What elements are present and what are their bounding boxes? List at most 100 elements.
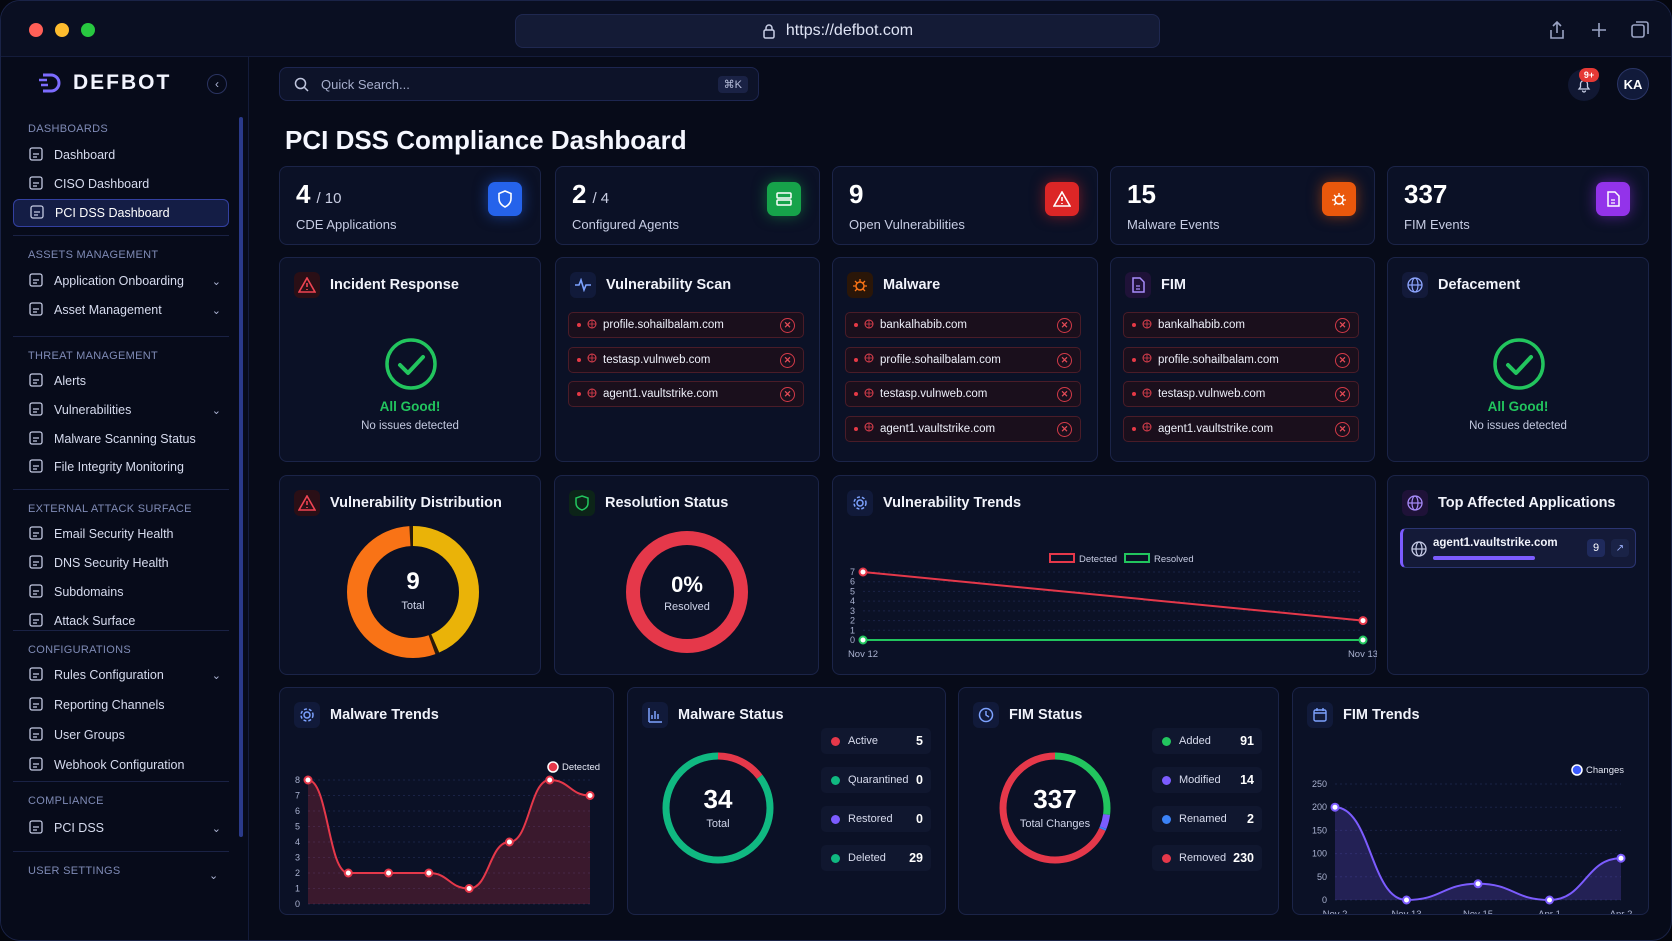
domain-row[interactable]: testasp.vulnweb.com ✕: [845, 381, 1081, 407]
chevron-down-icon[interactable]: ⌄: [211, 275, 221, 288]
domain-row[interactable]: testasp.vulnweb.com ✕: [568, 346, 804, 373]
data-point[interactable]: [504, 837, 514, 847]
status-subtext: No issues detected: [1469, 420, 1567, 432]
domain-row[interactable]: profile.sohailbalam.com ✕: [568, 312, 804, 338]
close-icon[interactable]: ✕: [1335, 387, 1350, 402]
card-title: Malware: [883, 277, 941, 293]
stat-card[interactable]: 2 / 4 Configured Agents: [555, 166, 820, 245]
data-point[interactable]: [384, 868, 394, 878]
data-point[interactable]: [1473, 879, 1483, 889]
sidebar-item-webhook-configuration[interactable]: Webhook Configuration: [13, 751, 229, 779]
domain-row[interactable]: testasp.vulnweb.com ✕: [1123, 381, 1359, 407]
warning-icon: [1045, 182, 1079, 216]
affected-app-row[interactable]: agent1.vaultstrike.com 9 ↗: [1400, 528, 1636, 568]
stat-card[interactable]: 9 Open Vulnerabilities: [832, 166, 1098, 245]
data-point[interactable]: [585, 791, 595, 800]
sidebar-item-attack-surface[interactable]: Attack Surface: [13, 607, 229, 635]
data-point[interactable]: [1402, 895, 1411, 905]
sidebar-item-pci-dss-dashboard[interactable]: PCI DSS Dashboard: [13, 199, 229, 227]
data-point[interactable]: [424, 868, 434, 878]
domain-row[interactable]: profile.sohailbalam.com ✕: [845, 346, 1081, 373]
domain-row[interactable]: agent1.vaultstrike.com ✕: [568, 381, 804, 407]
sidebar-item-application-onboarding[interactable]: Application Onboarding ⌄: [13, 267, 229, 295]
close-icon[interactable]: ✕: [1057, 421, 1072, 437]
domain-row[interactable]: agent1.vaultstrike.com ✕: [1123, 415, 1359, 442]
legend-label: Quarantined: [848, 774, 909, 786]
domain-row[interactable]: agent1.vaultstrike.com ✕: [845, 415, 1081, 442]
users-icon: [28, 726, 44, 745]
sidebar-item-alerts[interactable]: Alerts: [13, 367, 229, 395]
url-text: https://defbot.com: [785, 22, 914, 39]
tabs-overview-icon[interactable]: [1629, 19, 1651, 41]
data-point[interactable]: [1545, 895, 1554, 905]
sidebar-collapse-button[interactable]: ‹: [207, 74, 227, 94]
minimize-window-button[interactable]: [55, 23, 69, 37]
sidebar-item-ciso-dashboard[interactable]: CISO Dashboard: [13, 170, 229, 198]
sidebar-item-vulnerabilities[interactable]: Vulnerabilities ⌄: [13, 396, 229, 424]
malware-trends-card: Malware Trends 0 1 2 3 4 5 6 7 8 Nov 2 Nov 4 Nov 5 N…: [279, 687, 614, 915]
data-point[interactable]: [1358, 616, 1368, 626]
sidebar-item-subdomains[interactable]: Subdomains: [13, 578, 229, 606]
sidebar-item-rules-configuration[interactable]: Rules Configuration ⌄: [13, 661, 229, 689]
close-icon[interactable]: ✕: [780, 387, 795, 402]
data-point[interactable]: [1358, 635, 1368, 645]
chevron-down-icon[interactable]: ⌄: [211, 669, 221, 682]
new-tab-icon[interactable]: [1588, 19, 1610, 41]
sidebar-item-email-security-health[interactable]: Email Security Health: [13, 520, 229, 548]
domain-row[interactable]: profile.sohailbalam.com ✕: [1123, 346, 1359, 373]
chevron-down-icon[interactable]: ⌄: [211, 822, 221, 835]
status-dot: [854, 357, 858, 362]
data-point[interactable]: [1330, 802, 1340, 812]
data-point[interactable]: [464, 884, 474, 893]
stat-card[interactable]: 15 Malware Events: [1110, 166, 1375, 245]
data-point[interactable]: [858, 635, 868, 645]
close-window-button[interactable]: [29, 23, 43, 37]
x-tick-label: Nov 5: [376, 913, 401, 914]
external-link-icon[interactable]: ↗: [1611, 539, 1629, 557]
sidebar-item-dashboard[interactable]: Dashboard: [13, 141, 229, 169]
search-icon: [294, 77, 309, 92]
data-point[interactable]: [858, 567, 868, 577]
card-title: Incident Response: [330, 277, 459, 293]
domain-row[interactable]: bankalhabib.com ✕: [1123, 312, 1359, 338]
brand-logo[interactable]: DEFBOT: [39, 71, 171, 95]
sidebar-item-dns-security-health[interactable]: DNS Security Health: [13, 549, 229, 577]
share-icon[interactable]: [1546, 19, 1568, 41]
close-icon[interactable]: ✕: [1335, 318, 1350, 333]
shield-icon: [28, 401, 44, 420]
sidebar-item-reporting-channels[interactable]: Reporting Channels: [13, 691, 229, 719]
close-icon[interactable]: ✕: [1057, 387, 1072, 402]
sidebar-scrollbar[interactable]: [239, 117, 243, 837]
file-icon: [1596, 182, 1630, 216]
chevron-down-icon[interactable]: ⌄: [211, 304, 221, 317]
close-icon[interactable]: ✕: [780, 318, 795, 333]
domain-row[interactable]: bankalhabib.com ✕: [845, 312, 1081, 338]
donut-label: Total Changes: [1019, 818, 1091, 830]
series-area: [1335, 807, 1621, 900]
sidebar-item-malware-scanning-status[interactable]: Malware Scanning Status: [13, 425, 229, 453]
data-point[interactable]: [303, 775, 313, 785]
chevron-down-icon[interactable]: ⌄: [209, 870, 219, 882]
close-icon[interactable]: ✕: [780, 352, 795, 368]
close-icon[interactable]: ✕: [1335, 352, 1350, 368]
sidebar-section-title: THREAT MANAGEMENT: [28, 350, 158, 362]
address-bar[interactable]: https://defbot.com: [515, 14, 1160, 48]
close-icon[interactable]: ✕: [1057, 318, 1072, 333]
chevron-down-icon[interactable]: ⌄: [211, 404, 221, 417]
sidebar-item-pci-dss[interactable]: PCI DSS ⌄: [13, 814, 229, 842]
close-icon[interactable]: ✕: [1335, 421, 1350, 437]
data-point[interactable]: [1616, 853, 1626, 863]
sidebar-item-user-groups[interactable]: User Groups: [13, 721, 229, 749]
server-icon: [767, 182, 801, 216]
search-input[interactable]: Quick Search... ⌘K: [279, 67, 759, 101]
user-avatar[interactable]: KA: [1617, 68, 1649, 100]
data-point[interactable]: [343, 868, 353, 878]
data-point[interactable]: [545, 775, 555, 785]
close-icon[interactable]: ✕: [1057, 352, 1072, 368]
sidebar-item-asset-management[interactable]: Asset Management ⌄: [13, 296, 229, 324]
stat-card[interactable]: 337 FIM Events: [1387, 166, 1649, 245]
maximize-window-button[interactable]: [81, 23, 95, 37]
stat-card[interactable]: 4 / 10 CDE Applications: [279, 166, 541, 245]
sidebar-item-file-integrity-monitoring[interactable]: File Integrity Monitoring: [13, 453, 229, 481]
domain-name: testasp.vulnweb.com: [603, 353, 711, 366]
